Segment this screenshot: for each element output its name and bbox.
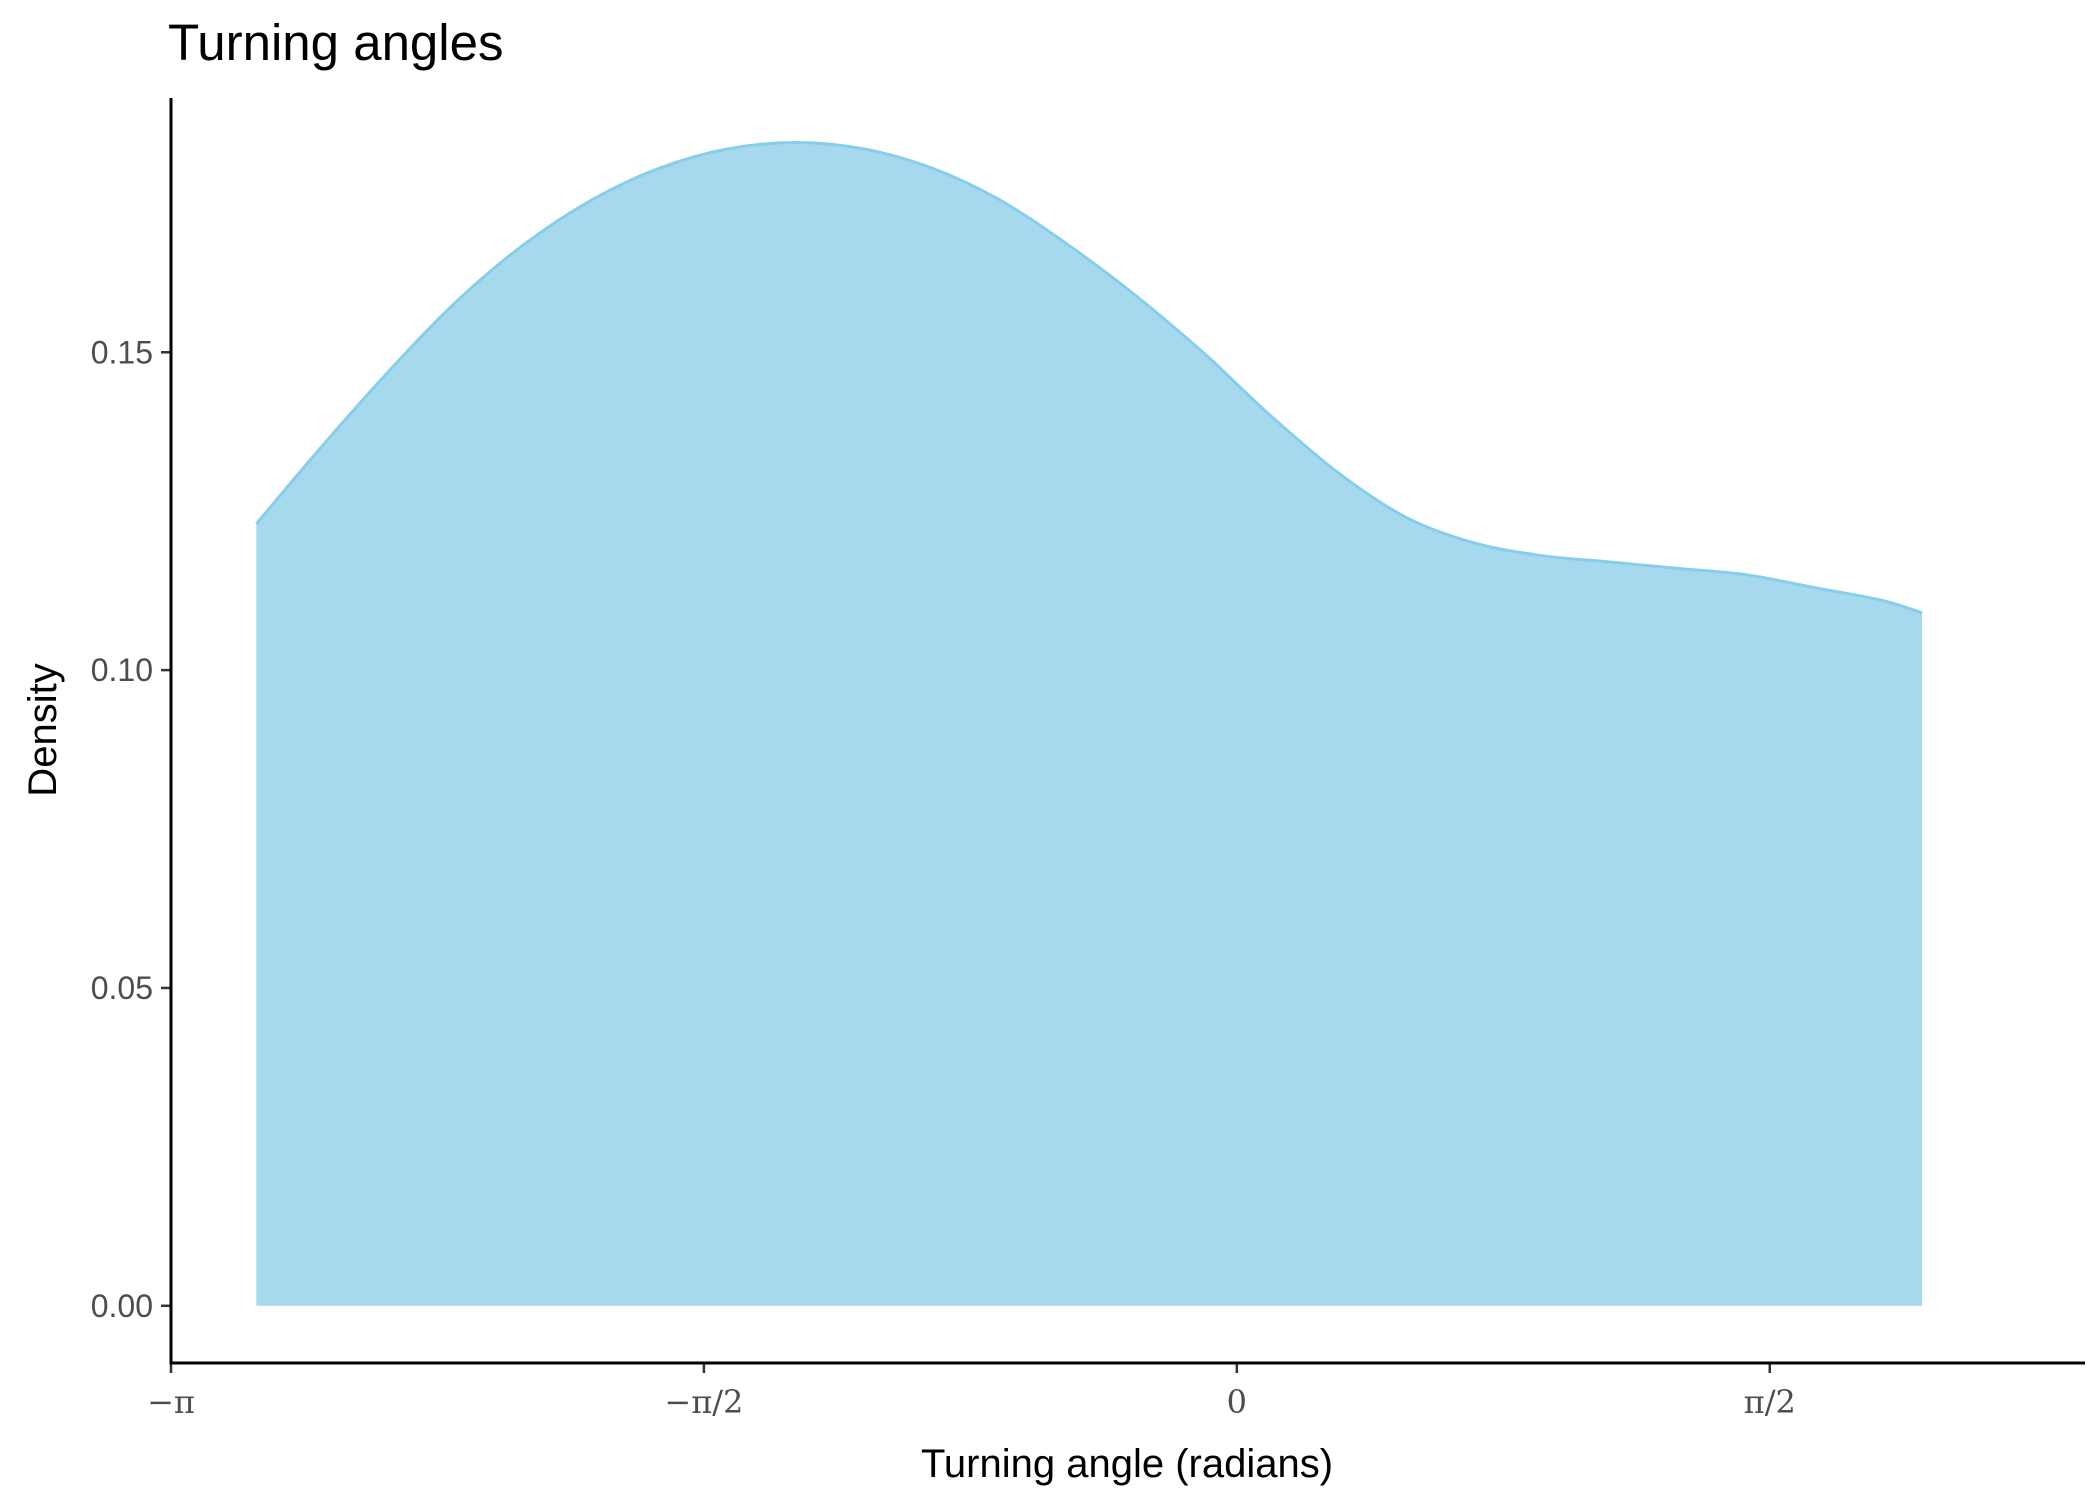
x-axis-title: Turning angle (radians) [921, 1442, 1333, 1486]
chart-title: Turning angles [168, 14, 503, 71]
density-fill-0 [256, 142, 1923, 1306]
y-tick-label-0: 0.00 [91, 1288, 153, 1324]
x-axis-ticks: −π −π/2 0 π/2 [147, 1363, 1796, 1421]
x-tick-label-3: π/2 [1744, 1383, 1796, 1421]
y-tick-label-3: 0.15 [91, 334, 153, 370]
x-tick-label-1: −π/2 [664, 1383, 743, 1421]
y-tick-label-1: 0.05 [91, 970, 153, 1006]
density-line-0 [255, 140, 1923, 615]
y-axis-title: Density [21, 663, 65, 796]
x-tick-label-0: −π [147, 1383, 195, 1421]
x-tick-label-2: 0 [1227, 1383, 1247, 1421]
y-tick-label-2: 0.10 [91, 652, 153, 688]
density-area [255, 140, 1923, 1306]
y-axis-ticks: 0.00 0.05 0.10 0.15 [91, 334, 171, 1324]
